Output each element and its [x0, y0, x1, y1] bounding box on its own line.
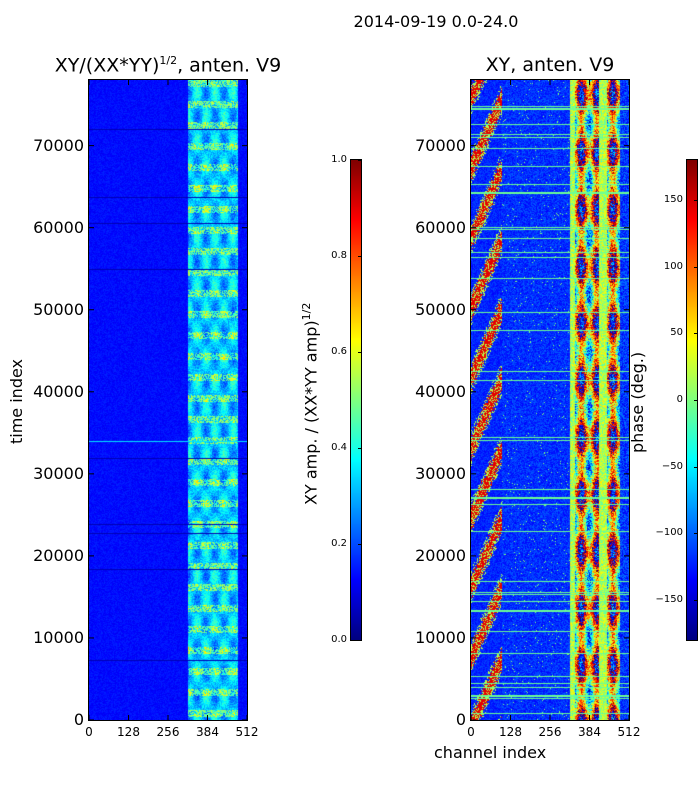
colorbar-tick-label: 100	[663, 260, 683, 272]
colorbar-tick-label: 50	[670, 327, 683, 339]
x-tick-label: 0	[467, 725, 475, 739]
x-tick-label: 384	[578, 725, 601, 739]
y-tick-label: 30000	[415, 463, 466, 483]
y-tick-label: 30000	[33, 463, 84, 483]
colorbar-tick-label: 1.0	[331, 154, 347, 165]
left-title-tail: , anten. V9	[177, 54, 282, 77]
colorbar-tick-label: 0.0	[331, 634, 347, 645]
x-tick-label: 512	[235, 725, 259, 739]
y-tick-label: 0	[455, 710, 466, 729]
left-title-text: XY/(XX*YY)	[54, 54, 160, 77]
colorbar-tick-label: 150	[663, 194, 683, 205]
left-plot-title: XY/(XX*YY)1/2, anten. V9	[40, 54, 296, 76]
colorbar-tick-mark	[358, 256, 362, 257]
y-tick-label: 20000	[33, 545, 84, 565]
colorbar-tick-mark	[694, 200, 698, 201]
figure-suptitle: 2014-09-19 0.0-24.0	[353, 12, 519, 31]
left-colorbar	[351, 160, 361, 640]
x-tick-label: 384	[196, 725, 219, 739]
y-tick-label: 0	[73, 710, 84, 729]
right-plot-title: XY, anten. V9	[485, 54, 615, 76]
right-xlabel: channel index	[434, 743, 547, 762]
y-tick-label: 70000	[415, 135, 466, 155]
colorbar-tick-label: 0.6	[331, 346, 347, 357]
x-tick-label: 0	[85, 725, 93, 739]
y-tick-label: 10000	[33, 627, 84, 647]
colorbar-tick-label: 0.8	[331, 250, 347, 261]
right-colorbar-label: phase (deg.)	[628, 351, 647, 453]
colorbar-tick-mark	[694, 466, 698, 468]
colorbar-tick-mark	[694, 266, 698, 268]
left-title-sup: 1/2	[159, 54, 178, 67]
colorbar-tick-mark	[358, 640, 362, 641]
colorbar-tick-mark	[358, 544, 362, 545]
right-heatmap	[471, 80, 629, 720]
colorbar-tick-label: −150	[655, 594, 683, 605]
y-tick-label: 50000	[33, 299, 84, 319]
colorbar-tick-label: −50	[661, 460, 683, 472]
colorbar-tick-label: 0	[676, 394, 683, 405]
colorbar-tick-label: 0.4	[331, 442, 347, 453]
colorbar-tick-mark	[358, 448, 362, 449]
x-tick-label: 128	[117, 725, 140, 739]
y-tick-label: 20000	[415, 545, 466, 565]
x-tick-label: 512	[617, 725, 641, 739]
y-tick-label: 10000	[415, 627, 466, 647]
colorbar-tick-mark	[694, 400, 698, 401]
y-tick-label: 60000	[33, 217, 84, 237]
colorbar-tick-label: 0.2	[331, 538, 347, 549]
y-tick-label: 60000	[415, 217, 466, 237]
x-tick-label: 128	[499, 725, 522, 739]
y-tick-label: 70000	[33, 135, 84, 155]
right-colorbar	[687, 160, 697, 640]
colorbar-tick-mark	[358, 352, 362, 353]
y-tick-label: 40000	[415, 381, 466, 401]
y-tick-label: 50000	[415, 299, 466, 319]
colorbar-tick-mark	[358, 160, 362, 161]
colorbar-tick-label: −100	[655, 527, 683, 539]
colorbar-tick-mark	[694, 533, 698, 535]
left-heatmap	[89, 80, 247, 720]
colorbar-tick-mark	[694, 600, 698, 601]
colorbar-tick-mark	[694, 333, 698, 335]
x-tick-label: 256	[538, 725, 562, 739]
x-tick-label: 256	[156, 725, 180, 739]
y-tick-label: 40000	[33, 381, 84, 401]
